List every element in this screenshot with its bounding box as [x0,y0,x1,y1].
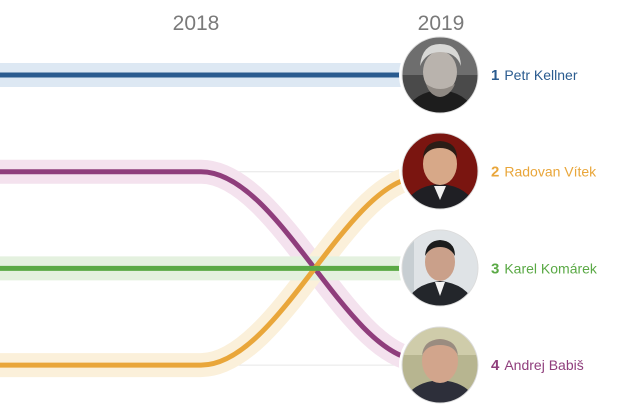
series-name: Petr Kellner [504,67,577,83]
rank-label-radovan-v-tek: 2 Radovan Vítek [491,164,597,181]
portrait-karel-komarek [399,227,481,309]
portrait-andrej-babis [399,324,481,406]
x-tick-label-2019: 2019 [418,12,465,35]
portrait-radovan-vitek [399,130,481,212]
series-name: Karel Komárek [504,260,598,276]
rank-label-karel-kom-rek: 3 Karel Komárek [491,260,598,277]
series-name: Radovan Vítek [504,164,597,180]
series-name: Andrej Babiš [504,357,583,373]
rank-label-petr-kellner: 1 Petr Kellner [491,67,578,84]
rank-label-andrej-babi-: 4 Andrej Babiš [491,357,584,374]
series-lines [0,72,421,368]
rank-labels: 1 Petr Kellner 2 Radovan Vítek 3 Karel Komáre… [491,67,598,374]
series-line-andrej-babi- [0,169,415,362]
rank-number: 4 [491,357,500,374]
rank-number: 3 [491,260,499,277]
rank-number: 2 [491,164,499,181]
portrait-petr-kellner [399,34,481,116]
rank-number: 1 [491,67,499,84]
series-line-radovan-v-tek [0,175,415,368]
x-tick-label-2018: 2018 [173,12,220,35]
